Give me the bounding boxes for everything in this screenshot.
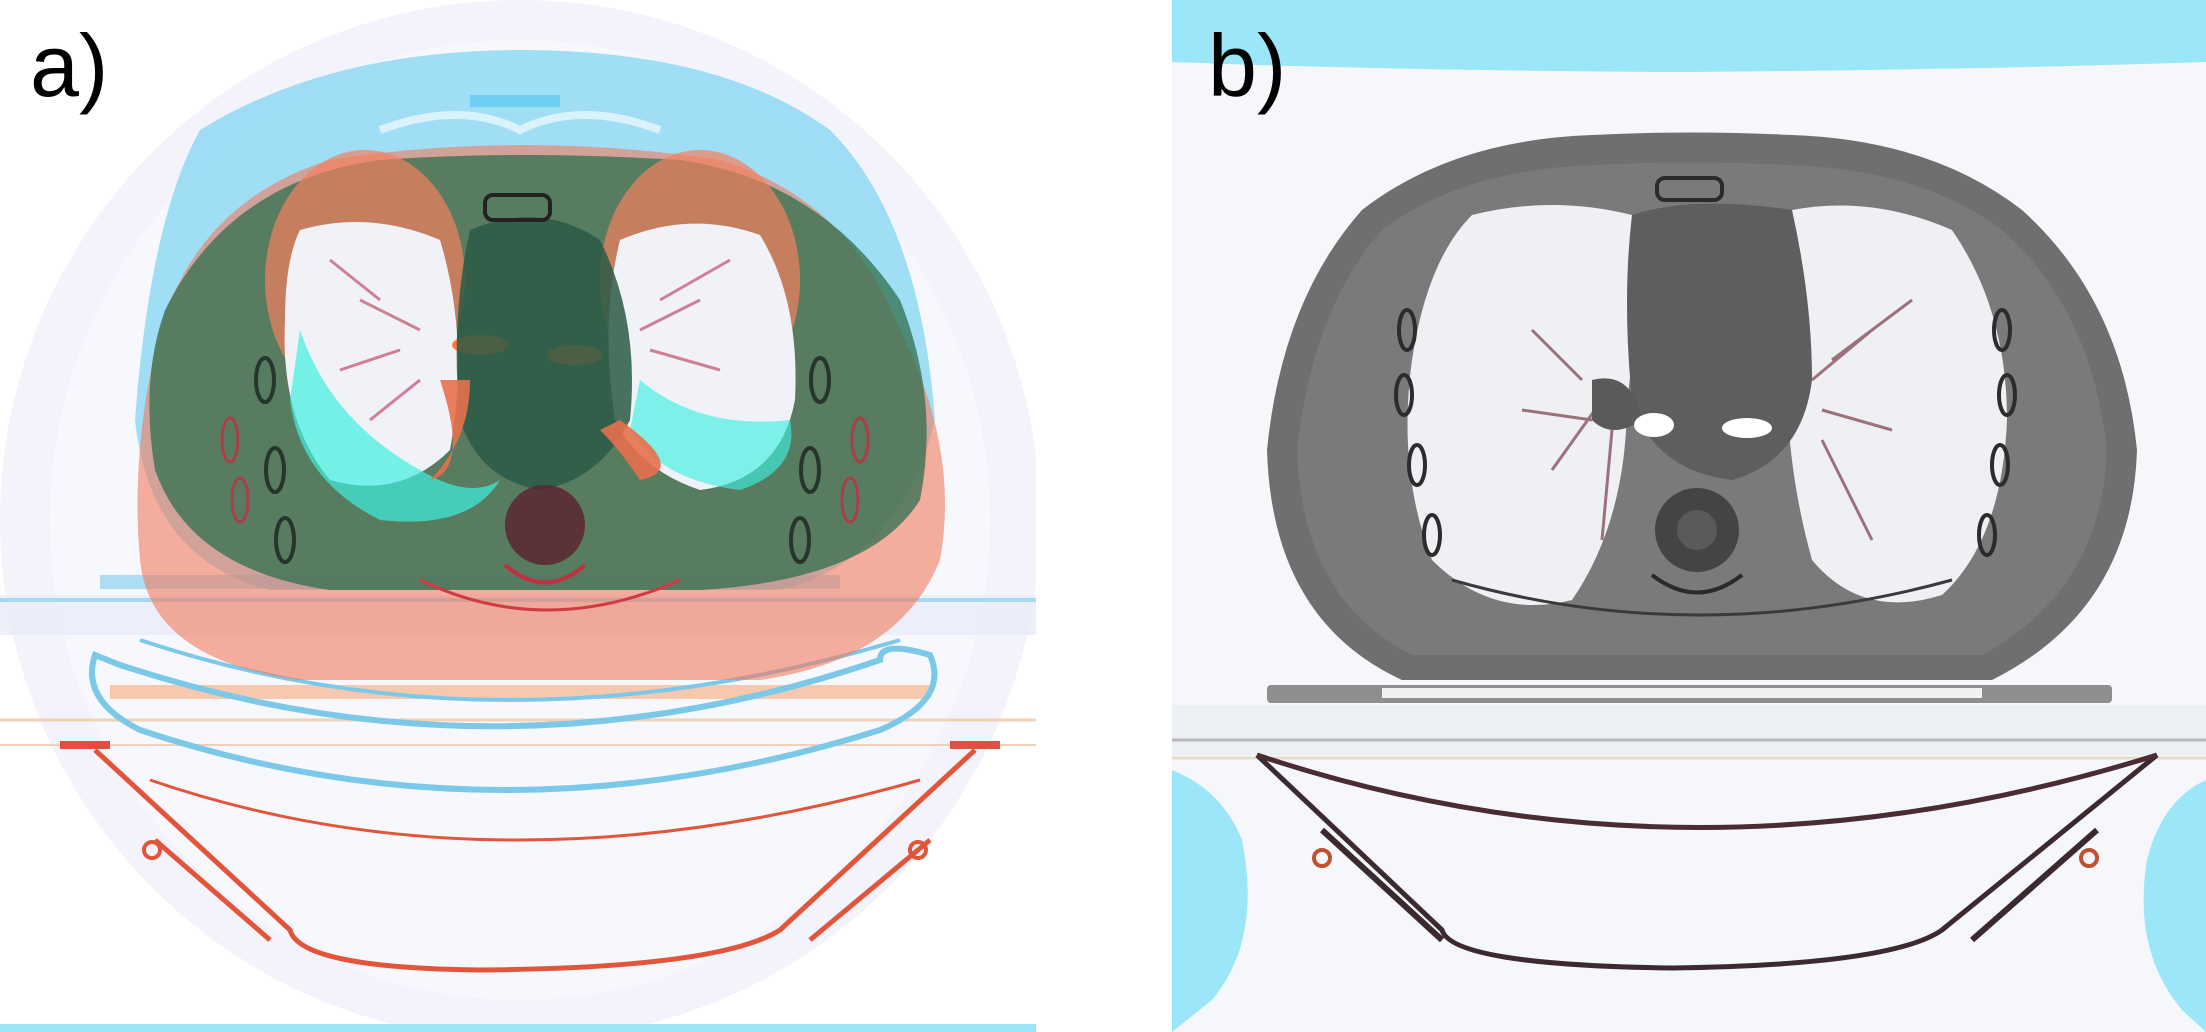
panel-b-registered-image: b) [1172,0,2206,1032]
ct-overlay-image-a [0,0,1036,1032]
panel-label-b: b) [1208,16,1287,115]
ct-registered-image-b [1172,0,2206,1032]
panel-label-a: a) [30,16,109,115]
panel-a-misaligned-overlay: a) [0,0,1036,1032]
